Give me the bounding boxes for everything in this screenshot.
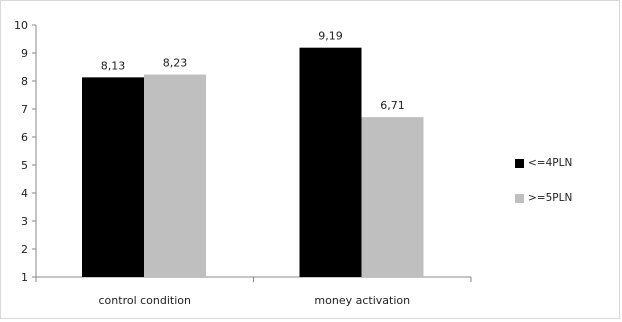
bar-2-2 — [361, 117, 424, 278]
legend-label-series-2: >=5PLN — [528, 192, 573, 204]
bar-1-2 — [299, 47, 362, 278]
y-tick-label: 3 — [21, 215, 28, 228]
data-label-1-1: 8,13 — [101, 59, 126, 72]
legend-label-series-1: <=4PLN — [528, 157, 573, 169]
legend-item-series-2: >=5PLN — [515, 192, 572, 204]
y-tick-label: 1 — [21, 271, 28, 284]
bar-2-1 — [144, 74, 206, 277]
legend-swatch-series-1 — [515, 158, 524, 168]
y-tick-label: 6 — [21, 131, 28, 144]
data-label-2-2: 6,71 — [380, 99, 405, 112]
y-tick-label: 5 — [21, 159, 28, 172]
x-category-label: money activation — [314, 294, 410, 307]
legend-swatch-series-2 — [515, 193, 524, 203]
y-tick-label: 8 — [21, 75, 28, 88]
x-category-label: control condition — [99, 294, 192, 307]
y-tick-label: 4 — [21, 187, 28, 200]
y-tick-label: 2 — [21, 243, 28, 256]
y-tick-label: 9 — [21, 47, 28, 60]
data-label-2-1: 8,23 — [163, 57, 188, 70]
y-tick-label: 10 — [14, 19, 28, 32]
y-tick-label: 7 — [21, 103, 28, 116]
bar-1-1 — [82, 77, 144, 277]
legend-item-series-1: <=4PLN — [515, 157, 572, 169]
data-label-1-2: 9,19 — [318, 30, 343, 43]
